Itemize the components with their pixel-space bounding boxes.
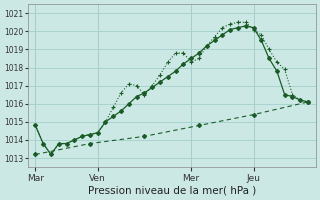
X-axis label: Pression niveau de la mer( hPa ): Pression niveau de la mer( hPa ) <box>88 186 256 196</box>
